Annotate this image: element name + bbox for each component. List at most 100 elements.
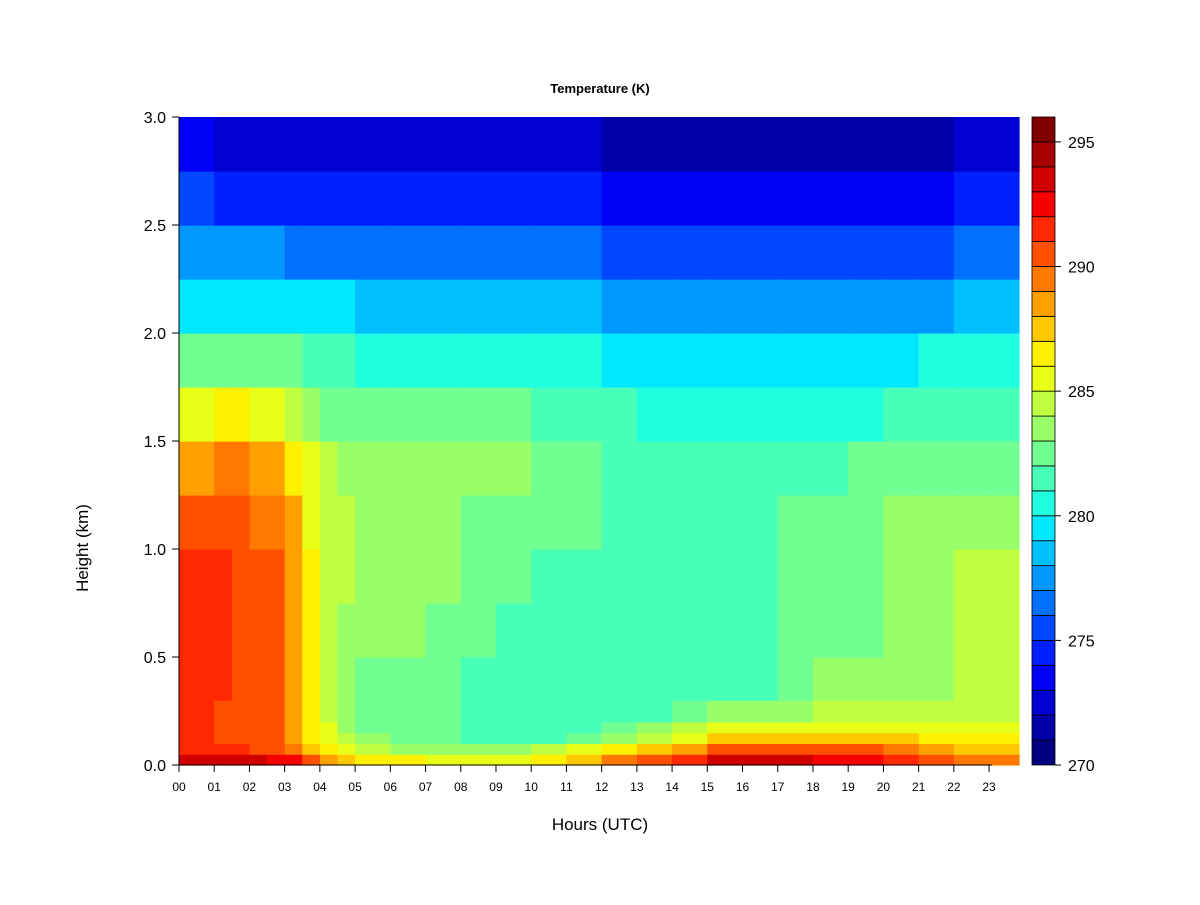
heatmap-cell	[672, 603, 708, 658]
heatmap-cell	[953, 441, 990, 496]
heatmap-cell	[425, 603, 462, 658]
heatmap-cell	[918, 117, 955, 172]
heatmap-cell	[319, 721, 339, 734]
heatmap-cell	[319, 279, 339, 334]
heatmap-cell	[636, 549, 673, 604]
heatmap-cell	[425, 754, 462, 766]
heatmap-cell	[390, 657, 427, 701]
heatmap-cell	[707, 387, 744, 442]
heatmap-cell	[531, 495, 568, 550]
heatmap-cell	[636, 700, 673, 723]
heatmap-cell	[812, 333, 849, 388]
heatmap-cell	[812, 117, 849, 172]
heatmap-cell	[495, 387, 532, 442]
heatmap-cell	[953, 495, 990, 550]
heatmap-cell	[302, 441, 321, 496]
heatmap-cell	[337, 171, 356, 226]
heatmap-cell	[214, 171, 233, 226]
heatmap-cell	[989, 387, 1020, 442]
heatmap-cell	[495, 225, 532, 280]
heatmap-cell	[495, 333, 532, 388]
heatmap-cell	[284, 721, 303, 734]
heatmap-cell	[707, 495, 744, 550]
heatmap-cell	[249, 549, 268, 604]
colorbar-tick-label: 285	[1068, 384, 1095, 401]
heatmap-cell	[196, 754, 215, 766]
y-tick-label: 0.0	[144, 758, 166, 775]
x-tick-label: 19	[842, 780, 856, 794]
colorbar-segment	[1031, 191, 1056, 218]
heatmap-cell	[249, 603, 268, 658]
colorbar-segment	[1031, 365, 1056, 392]
y-axis-label: Height (km)	[73, 504, 92, 592]
heatmap-cell	[249, 441, 268, 496]
heatmap-cell	[918, 171, 955, 226]
heatmap-cell	[319, 700, 339, 723]
heatmap-cell	[425, 333, 462, 388]
heatmap-cell	[196, 495, 215, 550]
heatmap-cell	[531, 117, 568, 172]
heatmap-cell	[267, 657, 286, 701]
heatmap-cell	[812, 721, 849, 734]
heatmap-cell	[636, 603, 673, 658]
heatmap-cell	[566, 603, 603, 658]
colorbar-tick-label: 275	[1068, 633, 1095, 650]
heatmap-cell	[302, 743, 321, 755]
heatmap-cell	[601, 603, 638, 658]
x-tick-label: 07	[419, 780, 433, 794]
heatmap-cell	[918, 657, 955, 701]
heatmap-cell	[566, 657, 603, 701]
heatmap-cell	[425, 279, 462, 334]
x-tick-label: 22	[947, 780, 961, 794]
heatmap-cell	[337, 700, 356, 723]
heatmap-cell	[812, 279, 849, 334]
heatmap-cell	[883, 721, 920, 734]
heatmap-cell	[302, 495, 321, 550]
heatmap-cell	[989, 754, 1020, 766]
heatmap-cell	[566, 117, 603, 172]
heatmap-cell	[989, 117, 1020, 172]
x-tick-label: 23	[982, 780, 996, 794]
heatmap-cell	[883, 225, 920, 280]
heatmap-cell	[179, 333, 198, 388]
heatmap-cell	[425, 732, 462, 744]
colorbar-segment	[1031, 291, 1056, 317]
heatmap-cell	[707, 700, 744, 723]
heatmap-cell	[302, 721, 321, 734]
colorbar-segment	[1031, 241, 1056, 267]
heatmap-cell	[672, 387, 708, 442]
heatmap-cell	[179, 549, 198, 604]
heatmap-cell	[918, 387, 955, 442]
heatmap-cell	[636, 117, 673, 172]
heatmap-cell	[319, 657, 339, 701]
heatmap-cell	[707, 549, 744, 604]
heatmap-cell	[284, 700, 303, 723]
heatmap-cell	[302, 700, 321, 723]
heatmap-cell	[460, 743, 497, 755]
heatmap-cell	[425, 549, 462, 604]
heatmap-cell	[284, 495, 303, 550]
heatmap-cell	[918, 754, 955, 766]
heatmap-cell	[179, 754, 198, 766]
x-tick-label: 14	[665, 780, 679, 794]
heatmap-cell	[601, 700, 638, 723]
heatmap-cell	[953, 657, 990, 701]
heatmap-cell	[636, 754, 673, 766]
colorbar-segment	[1031, 565, 1056, 591]
heatmap-cell	[742, 279, 779, 334]
heatmap-cell	[707, 732, 744, 744]
chart-title: Temperature (K)	[550, 81, 649, 96]
colorbar-segment	[1031, 266, 1056, 292]
heatmap-cell	[848, 657, 884, 701]
heatmap-cell	[953, 754, 990, 766]
heatmap-cell	[777, 743, 814, 755]
heatmap-cell	[566, 549, 603, 604]
heatmap-cell	[284, 603, 303, 658]
heatmap-cell	[636, 333, 673, 388]
heatmap-cell	[672, 279, 708, 334]
heatmap-cell	[495, 549, 532, 604]
heatmap-cell	[989, 495, 1020, 550]
colorbar: 270 275 280 285 290 295	[1031, 116, 1095, 775]
heatmap-cell	[848, 441, 884, 496]
heatmap-cell	[337, 549, 356, 604]
